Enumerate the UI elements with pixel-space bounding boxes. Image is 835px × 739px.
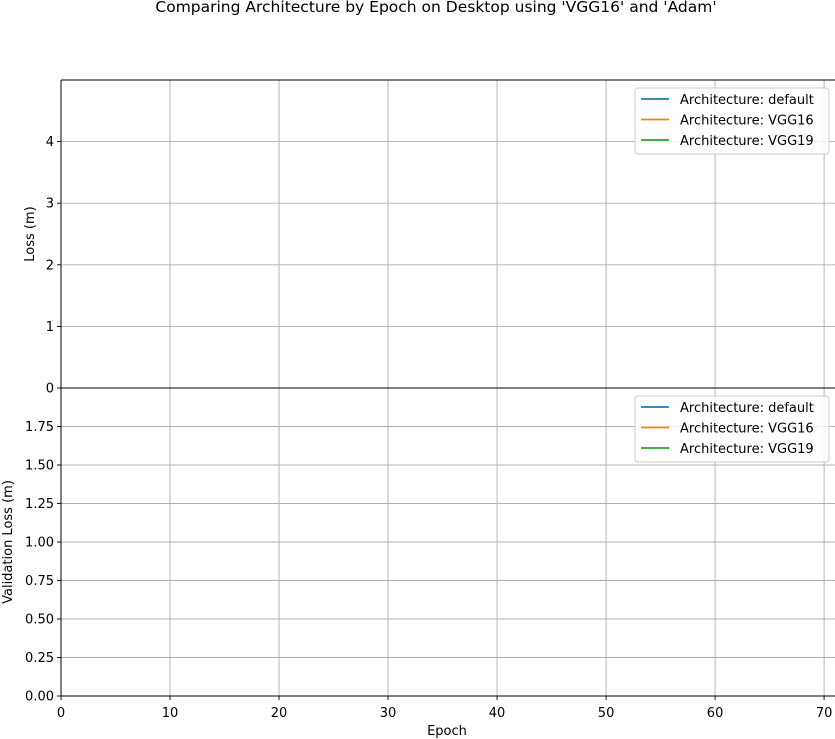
x-tick-label: 70 [816,706,833,721]
val-loss-y-tick-label: 1.00 [25,536,54,551]
x-tick-label: 60 [707,706,724,721]
val-loss-legend-box [634,395,830,463]
val-loss-y-tick-label: 1.50 [25,459,54,474]
val-loss-legend: Architecture: default Architecture: VGG16… [634,395,830,463]
loss-y-tick-label: 2 [46,258,54,273]
x-tick-label: 10 [162,706,179,721]
val-loss-y-axis-label: Validation Loss (m) [1,480,16,604]
loss-y-tick-label: 3 [46,197,54,212]
loss-legend-label: Architecture: VGG16 [680,114,814,129]
x-tick-label: 30 [380,706,397,721]
val-loss-y-tick-label: 1.75 [25,420,54,435]
val-loss-legend-label: Architecture: VGG16 [680,422,814,437]
loss-y-tick-label: 4 [46,135,54,150]
val-loss-y-tick-label: 0.50 [25,613,54,628]
x-tick-label: 40 [489,706,506,721]
loss-legend-label: Architecture: default [680,93,814,108]
loss-legend-box [634,87,830,155]
loss-legend: Architecture: default Architecture: VGG16… [634,87,830,155]
val-loss-y-tick-label: 0.00 [25,690,54,705]
loss-y-tick-label: 1 [46,320,54,335]
loss-y-axis-label: Loss (m) [23,206,38,261]
val-loss-legend-label: Architecture: default [680,401,814,416]
x-tick-label: 0 [57,706,65,721]
x-tick-label: 50 [598,706,615,721]
val-loss-y-tick-label: 0.25 [25,651,54,666]
loss-legend-label: Architecture: VGG19 [680,134,814,149]
val-loss-y-tick-label: 1.25 [25,497,54,512]
val-loss-y-tick-label: 0.75 [25,574,54,589]
val-loss-legend-label: Architecture: VGG19 [680,442,814,457]
loss-y-tick-label: 0 [46,382,54,397]
x-tick-label: 20 [271,706,288,721]
chart-title: Comparing Architecture by Epoch on Deskt… [155,0,716,16]
x-axis-label: Epoch [427,724,467,739]
validation-loss-subplot: 0.00 0.25 0.50 0.75 1.00 1.25 1.50 1.75 Validati… [1,387,835,721]
